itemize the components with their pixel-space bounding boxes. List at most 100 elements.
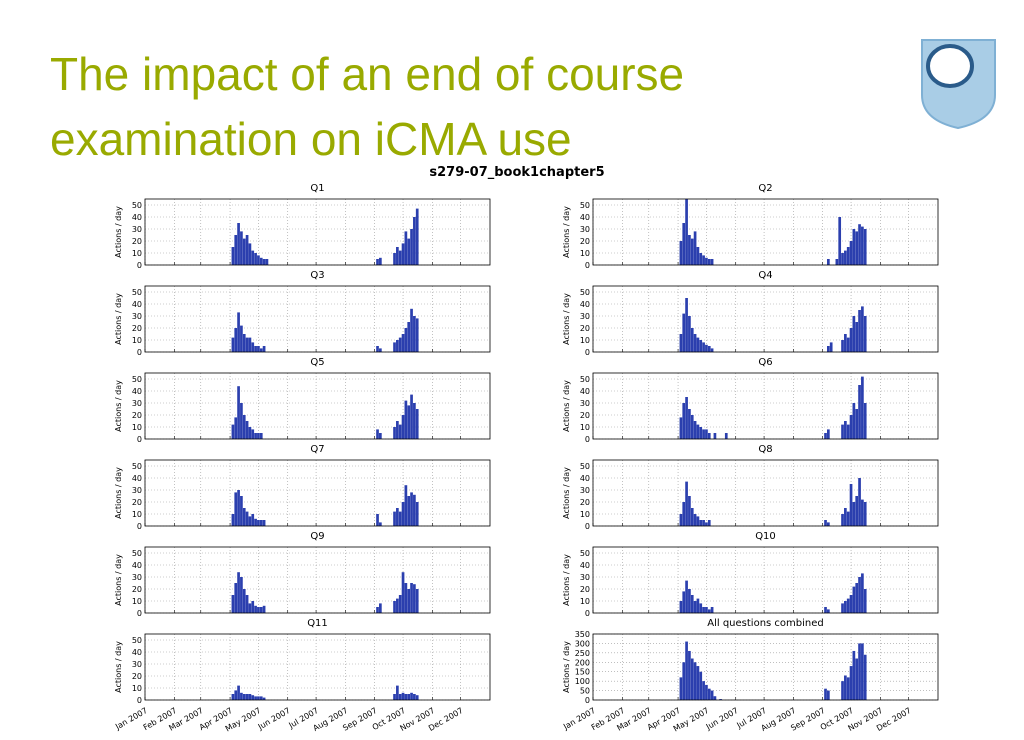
bar — [679, 241, 683, 265]
bar — [262, 697, 266, 700]
y-axis-label: Actions / day — [114, 206, 123, 258]
bar — [699, 520, 703, 526]
bar — [679, 334, 683, 352]
bar — [688, 409, 691, 439]
y-tick-label: 50 — [580, 687, 590, 696]
bar — [852, 586, 856, 613]
bar — [841, 253, 844, 265]
y-tick-label: 10 — [132, 597, 142, 606]
bar — [861, 643, 864, 700]
slide-title-line1: The impact of an end of course — [50, 48, 684, 100]
bar — [693, 334, 697, 352]
bar — [410, 692, 413, 700]
bar — [259, 433, 263, 439]
bar — [251, 342, 255, 352]
y-tick-label: 50 — [132, 288, 142, 297]
bar — [693, 421, 697, 439]
y-tick-label: 30 — [132, 486, 142, 495]
bar — [398, 337, 402, 352]
y-tick-label: 40 — [132, 474, 142, 483]
y-tick-label: 300 — [575, 639, 590, 648]
plot-area — [145, 199, 490, 265]
bar — [404, 231, 408, 265]
bar — [852, 229, 856, 265]
bar — [245, 595, 249, 613]
y-tick-label: 40 — [132, 300, 142, 309]
bar — [231, 337, 235, 352]
bar — [699, 603, 703, 613]
slide-title-line2: examination on iCMA use — [50, 113, 572, 165]
bar — [852, 403, 856, 439]
y-tick-label: 30 — [580, 399, 590, 408]
bar — [393, 601, 396, 613]
y-tick-label: 250 — [575, 649, 590, 658]
bar — [376, 429, 379, 439]
bar — [410, 394, 413, 439]
bar — [257, 433, 260, 439]
y-tick-label: 20 — [580, 498, 590, 507]
bar — [705, 257, 708, 265]
y-tick-label: 200 — [575, 658, 590, 667]
bar — [251, 514, 255, 526]
bar — [827, 522, 830, 526]
bar — [861, 573, 864, 613]
y-tick-label: 10 — [132, 510, 142, 519]
bar — [410, 492, 413, 526]
bar — [852, 650, 856, 700]
x-tick-label: Jun 2007 — [256, 706, 292, 732]
bar — [242, 508, 246, 526]
bar — [231, 694, 235, 700]
plot-frame — [144, 285, 491, 353]
bar — [685, 199, 688, 265]
bar — [824, 433, 827, 439]
bar — [693, 601, 697, 613]
bar — [702, 255, 705, 265]
bar — [829, 342, 833, 352]
plot-frame — [592, 459, 939, 527]
y-tick-label: 30 — [132, 225, 142, 234]
bar — [379, 522, 382, 526]
bar — [401, 415, 405, 439]
bar — [702, 520, 705, 526]
bar — [702, 429, 705, 439]
bar — [413, 403, 416, 439]
bar — [702, 681, 705, 700]
y-tick-label: 30 — [132, 399, 142, 408]
bar — [688, 496, 691, 526]
bar — [245, 421, 249, 439]
bar — [841, 340, 844, 352]
bar — [254, 346, 257, 352]
chart-title: Q6 — [758, 357, 772, 368]
bar — [846, 598, 850, 613]
bar — [407, 238, 411, 265]
y-tick-label: 10 — [132, 249, 142, 258]
bar — [231, 595, 235, 613]
bar — [861, 226, 864, 265]
bar — [707, 609, 711, 613]
y-tick-label: 50 — [132, 549, 142, 558]
bar — [259, 520, 263, 526]
chart-title: Q10 — [755, 531, 776, 542]
y-tick-label: 40 — [580, 474, 590, 483]
bar — [259, 257, 263, 265]
bar — [379, 603, 382, 613]
bar — [401, 243, 405, 265]
bar — [682, 223, 686, 265]
bar — [841, 514, 844, 526]
y-tick-label: 20 — [580, 411, 590, 420]
bar — [696, 666, 700, 700]
bar — [849, 415, 853, 439]
bar — [415, 589, 419, 613]
bar — [849, 484, 853, 526]
bar — [231, 247, 235, 265]
y-axis-label: Actions / day — [114, 380, 123, 432]
y-tick-label: 30 — [580, 312, 590, 321]
bar — [685, 298, 688, 352]
y-tick-label: 30 — [580, 573, 590, 582]
bar — [863, 403, 867, 439]
bar — [234, 583, 238, 613]
chart-title: Q1 — [310, 183, 324, 194]
bar — [855, 322, 859, 352]
y-tick-label: 50 — [580, 462, 590, 471]
bar — [262, 346, 266, 352]
